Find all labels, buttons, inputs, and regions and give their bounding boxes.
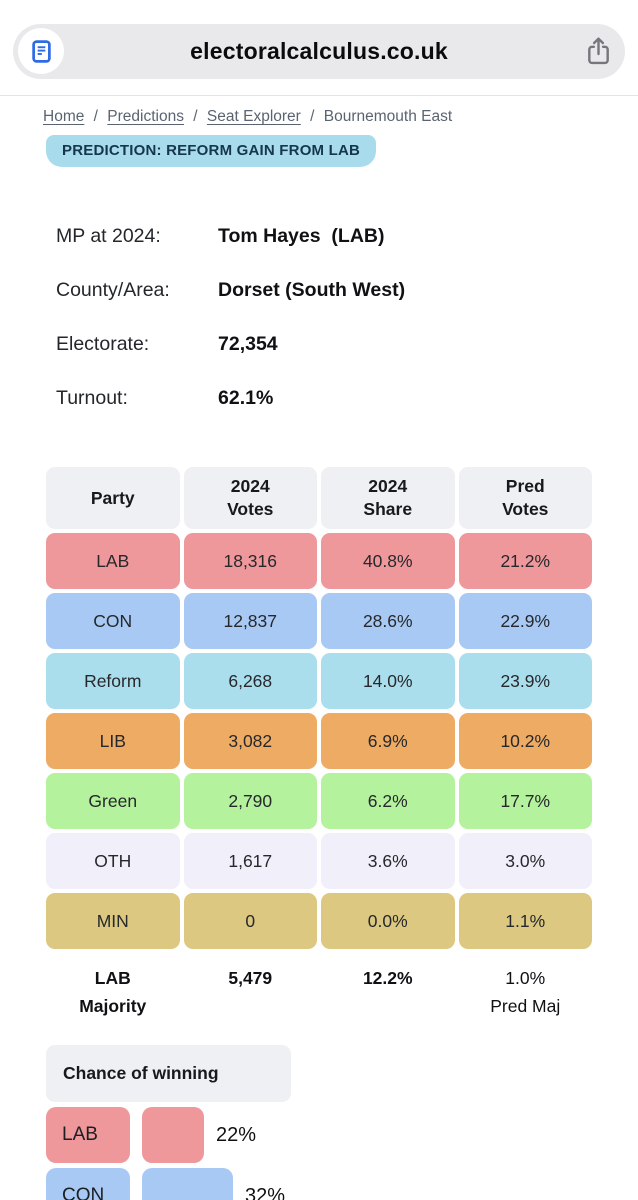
chance-row: LAB 22% bbox=[46, 1107, 638, 1163]
chance-bar bbox=[142, 1107, 204, 1163]
info-value: Tom Hayes (LAB) bbox=[218, 225, 385, 247]
party-cell: OTH bbox=[46, 833, 180, 889]
votes-2024-cell: 12,837 bbox=[183, 593, 317, 649]
share-2024-cell: 3.6% bbox=[321, 833, 455, 889]
votes-2024-cell: 1,617 bbox=[183, 833, 317, 889]
majority-party: LAB Majority bbox=[79, 968, 147, 1016]
pred-votes-cell: 21.2% bbox=[458, 533, 592, 589]
header-2024-votes: 2024 Votes bbox=[183, 467, 317, 529]
pred-votes-cell: 1.1% bbox=[458, 893, 592, 949]
results-table: Party 2024 Votes 2024 Share Pred Votes L… bbox=[46, 467, 592, 1020]
chance-party-chip: CON bbox=[46, 1168, 130, 1200]
pred-votes-cell: 22.9% bbox=[458, 593, 592, 649]
chance-party-chip: LAB bbox=[46, 1107, 130, 1163]
pred-votes-cell: 17.7% bbox=[458, 773, 592, 829]
seat-info: MP at 2024: Tom Hayes (LAB) County/Area:… bbox=[56, 225, 638, 410]
header-2024-share: 2024 Share bbox=[321, 467, 455, 529]
url-bar[interactable]: electoralcalculus.co.uk bbox=[13, 23, 625, 79]
party-cell: MIN bbox=[46, 893, 180, 949]
party-cell: LIB bbox=[46, 713, 180, 769]
party-cell: LAB bbox=[46, 533, 180, 589]
header-pred-votes: Pred Votes bbox=[458, 467, 592, 529]
url-text: electoralcalculus.co.uk bbox=[190, 37, 448, 64]
pred-votes-cell: 10.2% bbox=[458, 713, 592, 769]
majority-votes: 5,479 bbox=[228, 968, 273, 988]
chance-pct-label: 32% bbox=[245, 1184, 286, 1200]
party-cell: CON bbox=[46, 593, 180, 649]
breadcrumb: Home / Predictions / Seat Explorer / Bou… bbox=[43, 108, 638, 126]
info-row-county: County/Area: Dorset (South West) bbox=[56, 279, 638, 302]
party-cell: Green bbox=[46, 773, 180, 829]
reader-button[interactable] bbox=[18, 28, 64, 74]
info-label: Turnout: bbox=[56, 387, 128, 409]
breadcrumb-predictions[interactable]: Predictions bbox=[107, 108, 184, 125]
browser-toolbar: electoralcalculus.co.uk bbox=[0, 0, 638, 96]
info-label: County/Area: bbox=[56, 279, 170, 301]
info-value: 62.1% bbox=[218, 387, 274, 409]
share-2024-cell: 14.0% bbox=[321, 653, 455, 709]
prediction-banner: PREDICTION: REFORM GAIN FROM LAB bbox=[46, 135, 377, 167]
pred-votes-cell: 23.9% bbox=[458, 653, 592, 709]
votes-2024-cell: 6,268 bbox=[183, 653, 317, 709]
chance-of-winning-title: Chance of winning bbox=[46, 1045, 291, 1102]
votes-2024-cell: 2,790 bbox=[183, 773, 317, 829]
info-value: 72,354 bbox=[218, 333, 278, 355]
info-row-electorate: Electorate: 72,354 bbox=[56, 333, 638, 356]
chance-of-winning: Chance of winning LAB 22% CON 32% bbox=[46, 1045, 638, 1200]
breadcrumb-home[interactable]: Home bbox=[43, 108, 85, 125]
info-label: Electorate: bbox=[56, 333, 150, 355]
info-value: Dorset (South West) bbox=[218, 279, 406, 301]
party-cell: Reform bbox=[46, 653, 180, 709]
chance-bar bbox=[142, 1168, 233, 1200]
info-row-turnout: Turnout: 62.1% bbox=[56, 387, 638, 410]
results-table-header: Party 2024 Votes 2024 Share Pred Votes bbox=[46, 467, 592, 529]
share-icon bbox=[584, 35, 613, 67]
share-2024-cell: 0.0% bbox=[321, 893, 455, 949]
info-row-mp: MP at 2024: Tom Hayes (LAB) bbox=[56, 225, 638, 248]
votes-2024-cell: 0 bbox=[183, 893, 317, 949]
pred-votes-cell: 3.0% bbox=[458, 833, 592, 889]
share-2024-cell: 6.2% bbox=[321, 773, 455, 829]
breadcrumb-current: Bournemouth East bbox=[323, 108, 453, 125]
chance-row: CON 32% bbox=[46, 1168, 638, 1200]
results-table-body: LAB 18,316 40.8% 21.2% CON 12,837 28.6% 22.9% Re… bbox=[46, 533, 592, 949]
votes-2024-cell: 18,316 bbox=[183, 533, 317, 589]
chance-rows: LAB 22% CON 32% bbox=[46, 1107, 638, 1200]
majority-share: 12.2% bbox=[362, 968, 413, 988]
breadcrumb-seat-explorer[interactable]: Seat Explorer bbox=[206, 108, 301, 125]
breadcrumb-separator: / bbox=[193, 108, 198, 125]
header-party: Party bbox=[46, 467, 180, 529]
reader-icon bbox=[28, 38, 55, 65]
majority-row: LAB Majority 5,479 12.2% 1.0% Pred Maj bbox=[46, 964, 592, 1020]
share-2024-cell: 40.8% bbox=[321, 533, 455, 589]
votes-2024-cell: 3,082 bbox=[183, 713, 317, 769]
share-2024-cell: 6.9% bbox=[321, 713, 455, 769]
majority-pred: 1.0% Pred Maj bbox=[490, 968, 561, 1016]
info-label: MP at 2024: bbox=[56, 225, 161, 247]
breadcrumb-separator: / bbox=[93, 108, 98, 125]
share-2024-cell: 28.6% bbox=[321, 593, 455, 649]
share-button[interactable] bbox=[584, 35, 613, 67]
breadcrumb-separator: / bbox=[310, 108, 315, 125]
chance-pct-label: 22% bbox=[216, 1123, 257, 1146]
